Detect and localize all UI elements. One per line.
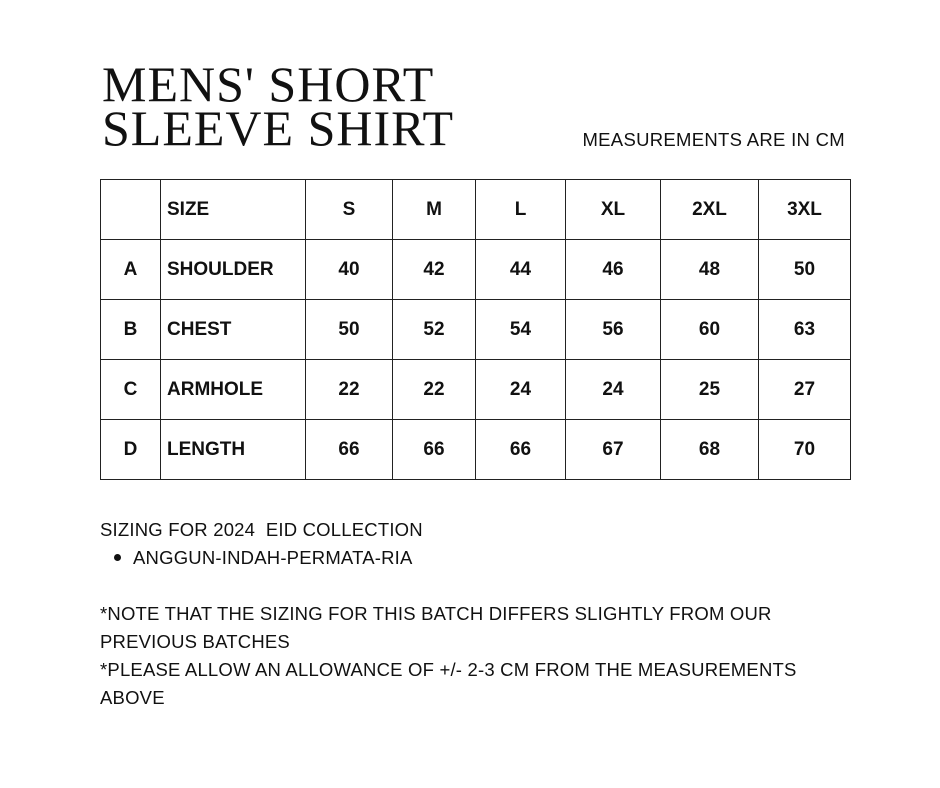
header-cell: 3XL <box>758 179 851 240</box>
table-cell: 24 <box>565 359 661 420</box>
table-cell: C <box>100 359 161 420</box>
table-cell: 60 <box>660 299 759 360</box>
table-row: A SHOULDER 40 42 44 46 48 50 <box>100 239 851 300</box>
table-cell: ARMHOLE <box>160 359 306 420</box>
notes: SIZING FOR 2024 EID COLLECTION ANGGUN-IN… <box>100 516 840 712</box>
table-cell: 54 <box>475 299 566 360</box>
batch-note: *NOTE THAT THE SIZING FOR THIS BATCH DIF… <box>100 603 772 652</box>
table-row: B CHEST 50 52 54 56 60 63 <box>100 299 851 360</box>
table-cell: 25 <box>660 359 759 420</box>
size-chart-table: SIZE S M L XL 2XL 3XL A SHOULDER 40 42 44 46 48 50 B CHE… <box>100 179 851 480</box>
table-row: C ARMHOLE 22 22 24 24 25 27 <box>100 359 851 420</box>
table-cell: 56 <box>565 299 661 360</box>
table-cell: 42 <box>392 239 476 300</box>
table-cell: 27 <box>758 359 851 420</box>
table-cell: D <box>100 419 161 480</box>
page-title: MENS' SHORT SLEEVE SHIRT <box>102 56 455 156</box>
header-cell <box>100 179 161 240</box>
table-cell: SHOULDER <box>160 239 306 300</box>
table-cell: CHEST <box>160 299 306 360</box>
allowance-note: *PLEASE ALLOW AN ALLOWANCE OF +/- 2-3 CM… <box>100 659 797 708</box>
header-cell: SIZE <box>160 179 306 240</box>
header-cell: L <box>475 179 566 240</box>
table-cell: 24 <box>475 359 566 420</box>
table-cell: 40 <box>305 239 393 300</box>
table-row: D LENGTH 66 66 66 67 68 70 <box>100 419 851 480</box>
table-cell: 66 <box>305 419 393 480</box>
table-cell: 52 <box>392 299 476 360</box>
title-line-1: MENS' SHORT <box>102 56 435 112</box>
header-cell: S <box>305 179 393 240</box>
table-cell: 50 <box>758 239 851 300</box>
table-cell: 22 <box>305 359 393 420</box>
table-cell: 66 <box>392 419 476 480</box>
table-cell: LENGTH <box>160 419 306 480</box>
header-cell: M <box>392 179 476 240</box>
table-cell: 68 <box>660 419 759 480</box>
table-cell: A <box>100 239 161 300</box>
table-cell: 22 <box>392 359 476 420</box>
header-cell: 2XL <box>660 179 759 240</box>
table-cell: 50 <box>305 299 393 360</box>
table-cell: 44 <box>475 239 566 300</box>
table-cell: 66 <box>475 419 566 480</box>
table-cell: B <box>100 299 161 360</box>
bullet-icon <box>114 553 121 561</box>
list-item: ANGGUN-INDAH-PERMATA-RIA <box>100 544 840 572</box>
title-line-2: SLEEVE SHIRT <box>102 100 455 156</box>
collection-name: ANGGUN-INDAH-PERMATA-RIA <box>133 547 413 568</box>
table-cell: 67 <box>565 419 661 480</box>
table-cell: 63 <box>758 299 851 360</box>
table-cell: 48 <box>660 239 759 300</box>
table-cell: 46 <box>565 239 661 300</box>
header-row: SIZE S M L XL 2XL 3XL <box>100 179 851 240</box>
collection-label: SIZING FOR 2024 EID COLLECTION <box>100 519 423 540</box>
units-note: MEASUREMENTS ARE IN CM <box>582 129 845 150</box>
table-cell: 70 <box>758 419 851 480</box>
header-cell: XL <box>565 179 661 240</box>
